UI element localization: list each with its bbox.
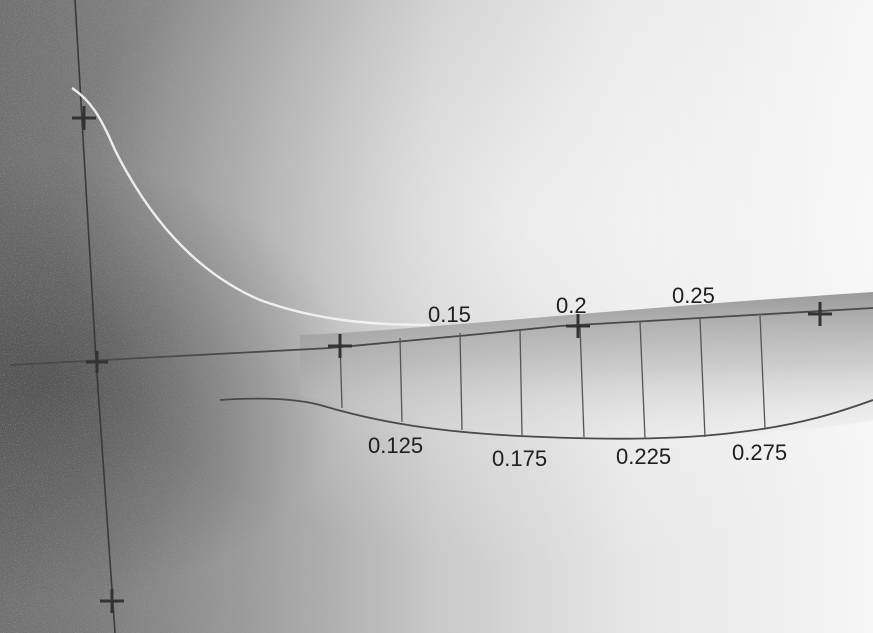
label-0-175: 0.175 [492,446,547,471]
upper-edge-curve [71,87,431,327]
cross-marker [566,314,590,338]
label-0-2: 0.2 [556,293,587,318]
horizontal-reference-line [9,307,873,366]
cross-marker [86,351,108,373]
cross-marker [72,106,96,130]
label-0-25: 0.25 [672,283,715,308]
label-0-275: 0.275 [732,440,787,465]
cross-markers [72,106,832,613]
label-0-225: 0.225 [616,444,671,469]
shadow-band [300,292,873,437]
cross-marker [100,589,124,613]
label-0-125: 0.125 [368,433,423,458]
cross-marker [328,334,352,358]
label-0-15: 0.15 [428,302,471,327]
measurement-lines [339,315,766,439]
lower-boundary-curve [219,397,873,440]
cross-marker [808,302,832,326]
